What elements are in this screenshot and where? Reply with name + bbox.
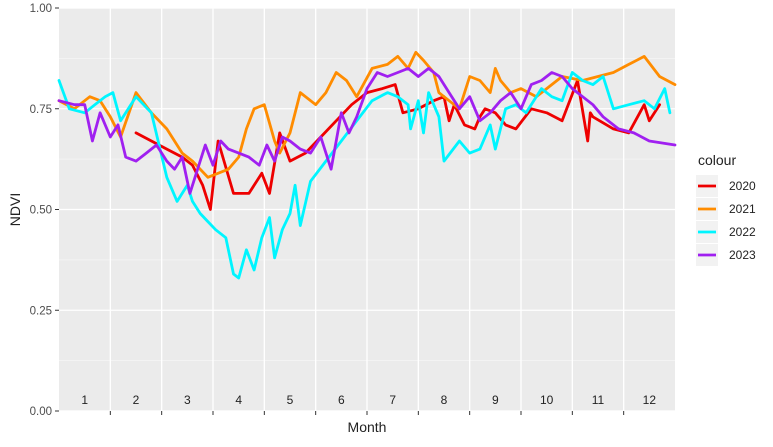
y-axis: 0.00 0.25 0.50 0.75 1.00 (30, 3, 59, 418)
legend: colour 2020 2021 2022 2023 (696, 152, 756, 266)
month-label: 5 (287, 393, 294, 407)
month-label: 11 (592, 393, 605, 407)
legend-title: colour (698, 152, 736, 168)
legend-label: 2022 (729, 225, 756, 239)
legend-items: 2020 2021 2022 2023 (696, 175, 756, 266)
x-axis (109, 411, 625, 415)
legend-label: 2023 (729, 248, 756, 262)
series-line-2023 (57, 67, 677, 195)
x-axis-title: Month (348, 419, 387, 435)
month-label: 2 (133, 393, 140, 407)
month-labels: 1 2 3 4 5 6 7 8 9 10 11 12 (81, 393, 656, 407)
y-axis-title: NDVI (7, 193, 23, 226)
legend-label: 2021 (729, 202, 756, 216)
series-line-2021 (57, 50, 677, 179)
month-label: 12 (643, 393, 657, 407)
series-line-2022 (57, 71, 672, 280)
month-label: 7 (389, 393, 396, 407)
y-tick-label: 0.00 (30, 406, 52, 418)
month-label: 3 (184, 393, 191, 407)
y-tick-label: 0.25 (30, 305, 52, 317)
month-label: 6 (338, 393, 345, 407)
month-label: 1 (81, 393, 88, 407)
month-label: 10 (540, 393, 554, 407)
y-tick-label: 1.00 (30, 3, 52, 15)
legend-label: 2020 (729, 179, 756, 193)
month-label: 4 (235, 393, 242, 407)
month-label: 8 (441, 393, 448, 407)
y-tick-label: 0.75 (30, 104, 52, 116)
y-tick-label: 0.50 (30, 205, 52, 217)
month-label: 9 (492, 393, 499, 407)
series-lines (57, 50, 677, 280)
